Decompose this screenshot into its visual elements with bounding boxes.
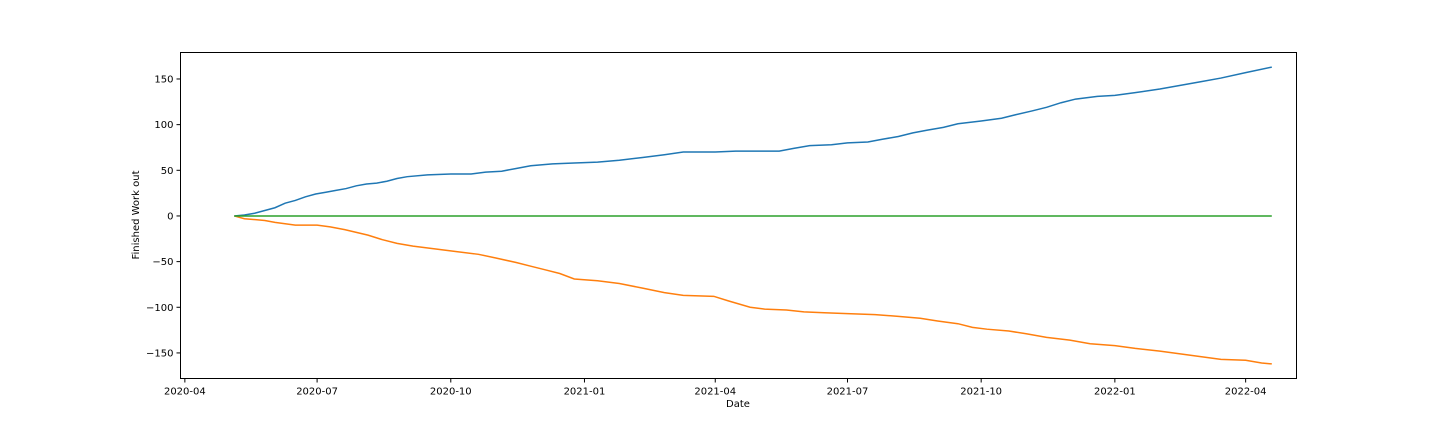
x-tick-label: 2022-01 [1094,387,1136,398]
y-tick-label: 100 [154,120,173,131]
x-tick-label: 2021-01 [564,387,606,398]
x-tick-label: 2021-07 [827,387,869,398]
y-tick-label: −100 [146,303,173,314]
y-axis-label: Finished Work out [131,170,142,259]
series-line-1 [234,66,1272,217]
series-line-2 [234,215,1272,365]
x-axis-label: Date [726,399,750,410]
x-tick-label: 2021-10 [960,387,1002,398]
x-axis-ticks: 2020-04 2020-07 2020-10 2021-01 2021-04 2021-… [164,378,1267,398]
y-tick-label: 50 [161,166,174,177]
y-tick-label: 0 [167,211,173,222]
y-tick-label: −50 [152,257,173,268]
x-tick-label: 2020-10 [430,387,472,398]
x-tick-label: 2020-07 [296,387,338,398]
x-tick-label: 2021-04 [694,387,736,398]
x-tick-label: 2020-04 [164,387,206,398]
y-axis-ticks: 150 100 50 0 −50 −100 −150 [146,74,181,359]
x-tick-label: 2022-04 [1225,387,1267,398]
y-tick-label: −150 [146,348,173,359]
y-tick-label: 150 [154,74,173,85]
series-layer [234,66,1272,365]
